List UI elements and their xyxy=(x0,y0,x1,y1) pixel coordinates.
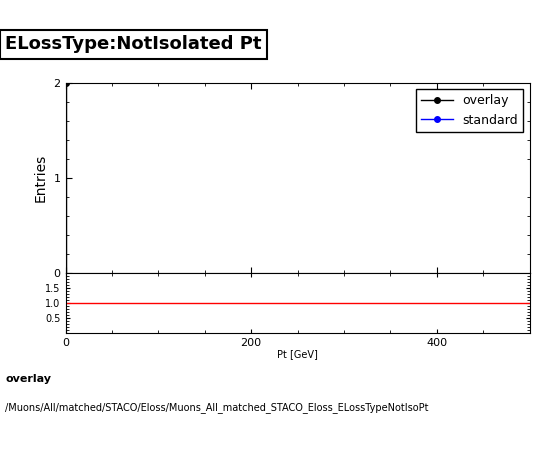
X-axis label: Pt [GeV]: Pt [GeV] xyxy=(277,349,318,359)
Text: overlay: overlay xyxy=(5,374,51,384)
Text: /Muons/All/matched/STACO/Eloss/Muons_All_matched_STACO_Eloss_ELossTypeNotIsoPt: /Muons/All/matched/STACO/Eloss/Muons_All… xyxy=(5,402,429,413)
Text: ELossType:NotIsolated Pt: ELossType:NotIsolated Pt xyxy=(5,35,262,53)
Y-axis label: Entries: Entries xyxy=(34,154,48,202)
Legend: overlay, standard: overlay, standard xyxy=(417,90,524,132)
